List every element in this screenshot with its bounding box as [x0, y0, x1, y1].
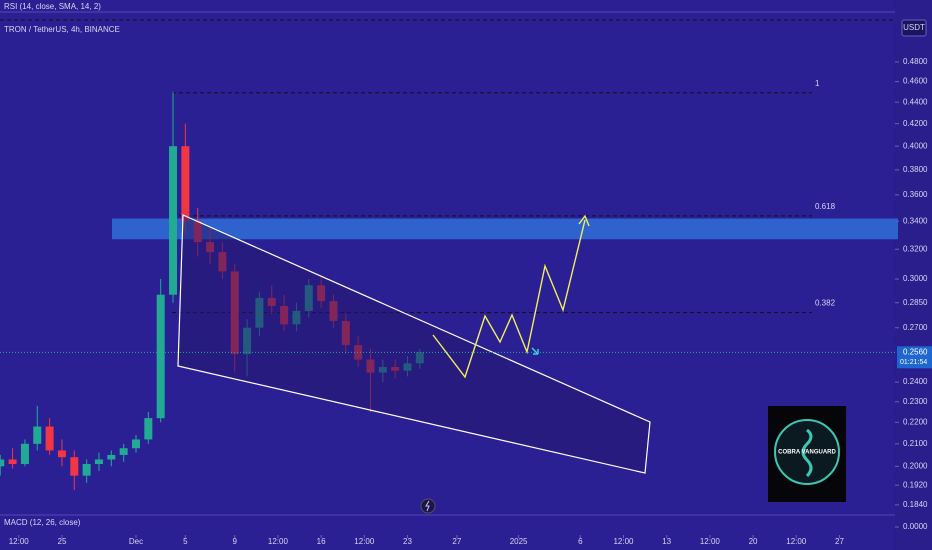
y-tick-label: 0.4400: [903, 97, 928, 106]
y-tick-label: 0.2400: [903, 377, 928, 386]
y-tick-label: 0.1920: [903, 480, 928, 489]
candle-body: [94, 459, 103, 465]
macd-label: MACD (12, 26, close): [4, 518, 81, 527]
candle-body: [144, 418, 153, 440]
countdown: 01:21:54: [900, 359, 927, 366]
candle-body: [82, 464, 91, 476]
candle-body: [70, 457, 79, 476]
candle-body: [132, 439, 141, 449]
logo-text: COBRA VANGUARD: [778, 450, 836, 456]
x-tick-label: 12:00: [613, 537, 634, 546]
symbol-title: TRON / TetherUS, 4h, BINANCE: [4, 25, 120, 34]
x-tick-label: 6: [578, 537, 583, 546]
y-tick-label: 0.2000: [903, 461, 928, 470]
last-price-label: 0.2560: [903, 347, 928, 356]
supply-zone: [112, 218, 898, 240]
x-tick-label: 12:00: [700, 537, 721, 546]
x-tick-label: 27: [452, 537, 461, 546]
candle-body: [156, 294, 165, 419]
last-price-tag: [897, 346, 932, 369]
candle-body: [20, 443, 29, 465]
y-tick-label: 0.1840: [903, 500, 928, 509]
x-tick-label: 23: [403, 537, 412, 546]
y-tick-label: 0.2850: [903, 298, 928, 307]
candle-body: [8, 459, 17, 465]
currency: USDT: [903, 23, 925, 32]
rsi-label: RSI (14, close, SMA, 14, 2): [4, 2, 101, 11]
fib-label: 1: [815, 79, 820, 88]
y-tick-label: 0.3000: [903, 274, 928, 283]
y-tick-label: 0.4600: [903, 77, 928, 86]
wedge: [177, 214, 651, 474]
x-tick-label: 5: [183, 537, 188, 546]
fib-label: 0.382: [815, 299, 836, 308]
x-tick-label: 25: [58, 537, 67, 546]
candle-body: [33, 426, 42, 444]
candle-body: [107, 454, 116, 460]
y-tick-label: 0.0000: [903, 522, 928, 531]
y-tick-label: 0.2700: [903, 323, 928, 332]
currency-box[interactable]: [901, 19, 927, 37]
y-tick-label: 0.2100: [903, 439, 928, 448]
projection-arrow: [578, 214, 590, 227]
logo-ring: [774, 419, 840, 485]
candle-body: [181, 146, 190, 222]
candle-body: [0, 459, 5, 467]
y-tick-label: 0.3200: [903, 244, 928, 253]
x-tick-label: 20: [749, 537, 758, 546]
x-tick-label: 12:00: [354, 537, 375, 546]
candle-body: [169, 146, 178, 295]
y-tick-label: 0.4000: [903, 141, 928, 150]
x-tick-label: 12:00: [786, 537, 807, 546]
y-tick-label: 0.3400: [903, 216, 928, 225]
logo-snake: [801, 428, 813, 478]
candle-body: [57, 450, 66, 458]
candle-body: [45, 426, 54, 451]
y-tick-label: 0.2300: [903, 397, 928, 406]
x-tick-label: 13: [662, 537, 671, 546]
projection-path: [432, 219, 586, 379]
x-tick-label: 2025: [510, 537, 528, 546]
y-tick-label: 0.3800: [903, 165, 928, 174]
price-axis: [895, 0, 932, 550]
y-tick-label: 0.2200: [903, 417, 928, 426]
candle-body: [119, 448, 128, 455]
x-tick-label: 12:00: [9, 537, 30, 546]
x-tick-label: 16: [317, 537, 326, 546]
x-tick-label: Dec: [129, 537, 143, 546]
y-tick-label: 0.4800: [903, 57, 928, 66]
x-tick-label: 9: [233, 537, 238, 546]
x-tick-label: 27: [835, 537, 844, 546]
alert-bolt: [425, 500, 430, 512]
y-tick-label: 0.3600: [903, 190, 928, 199]
fib-label: 0.618: [815, 202, 836, 211]
x-tick-label: 12:00: [268, 537, 289, 546]
cursor-arrow: [531, 347, 539, 355]
y-tick-label: 0.4200: [903, 119, 928, 128]
